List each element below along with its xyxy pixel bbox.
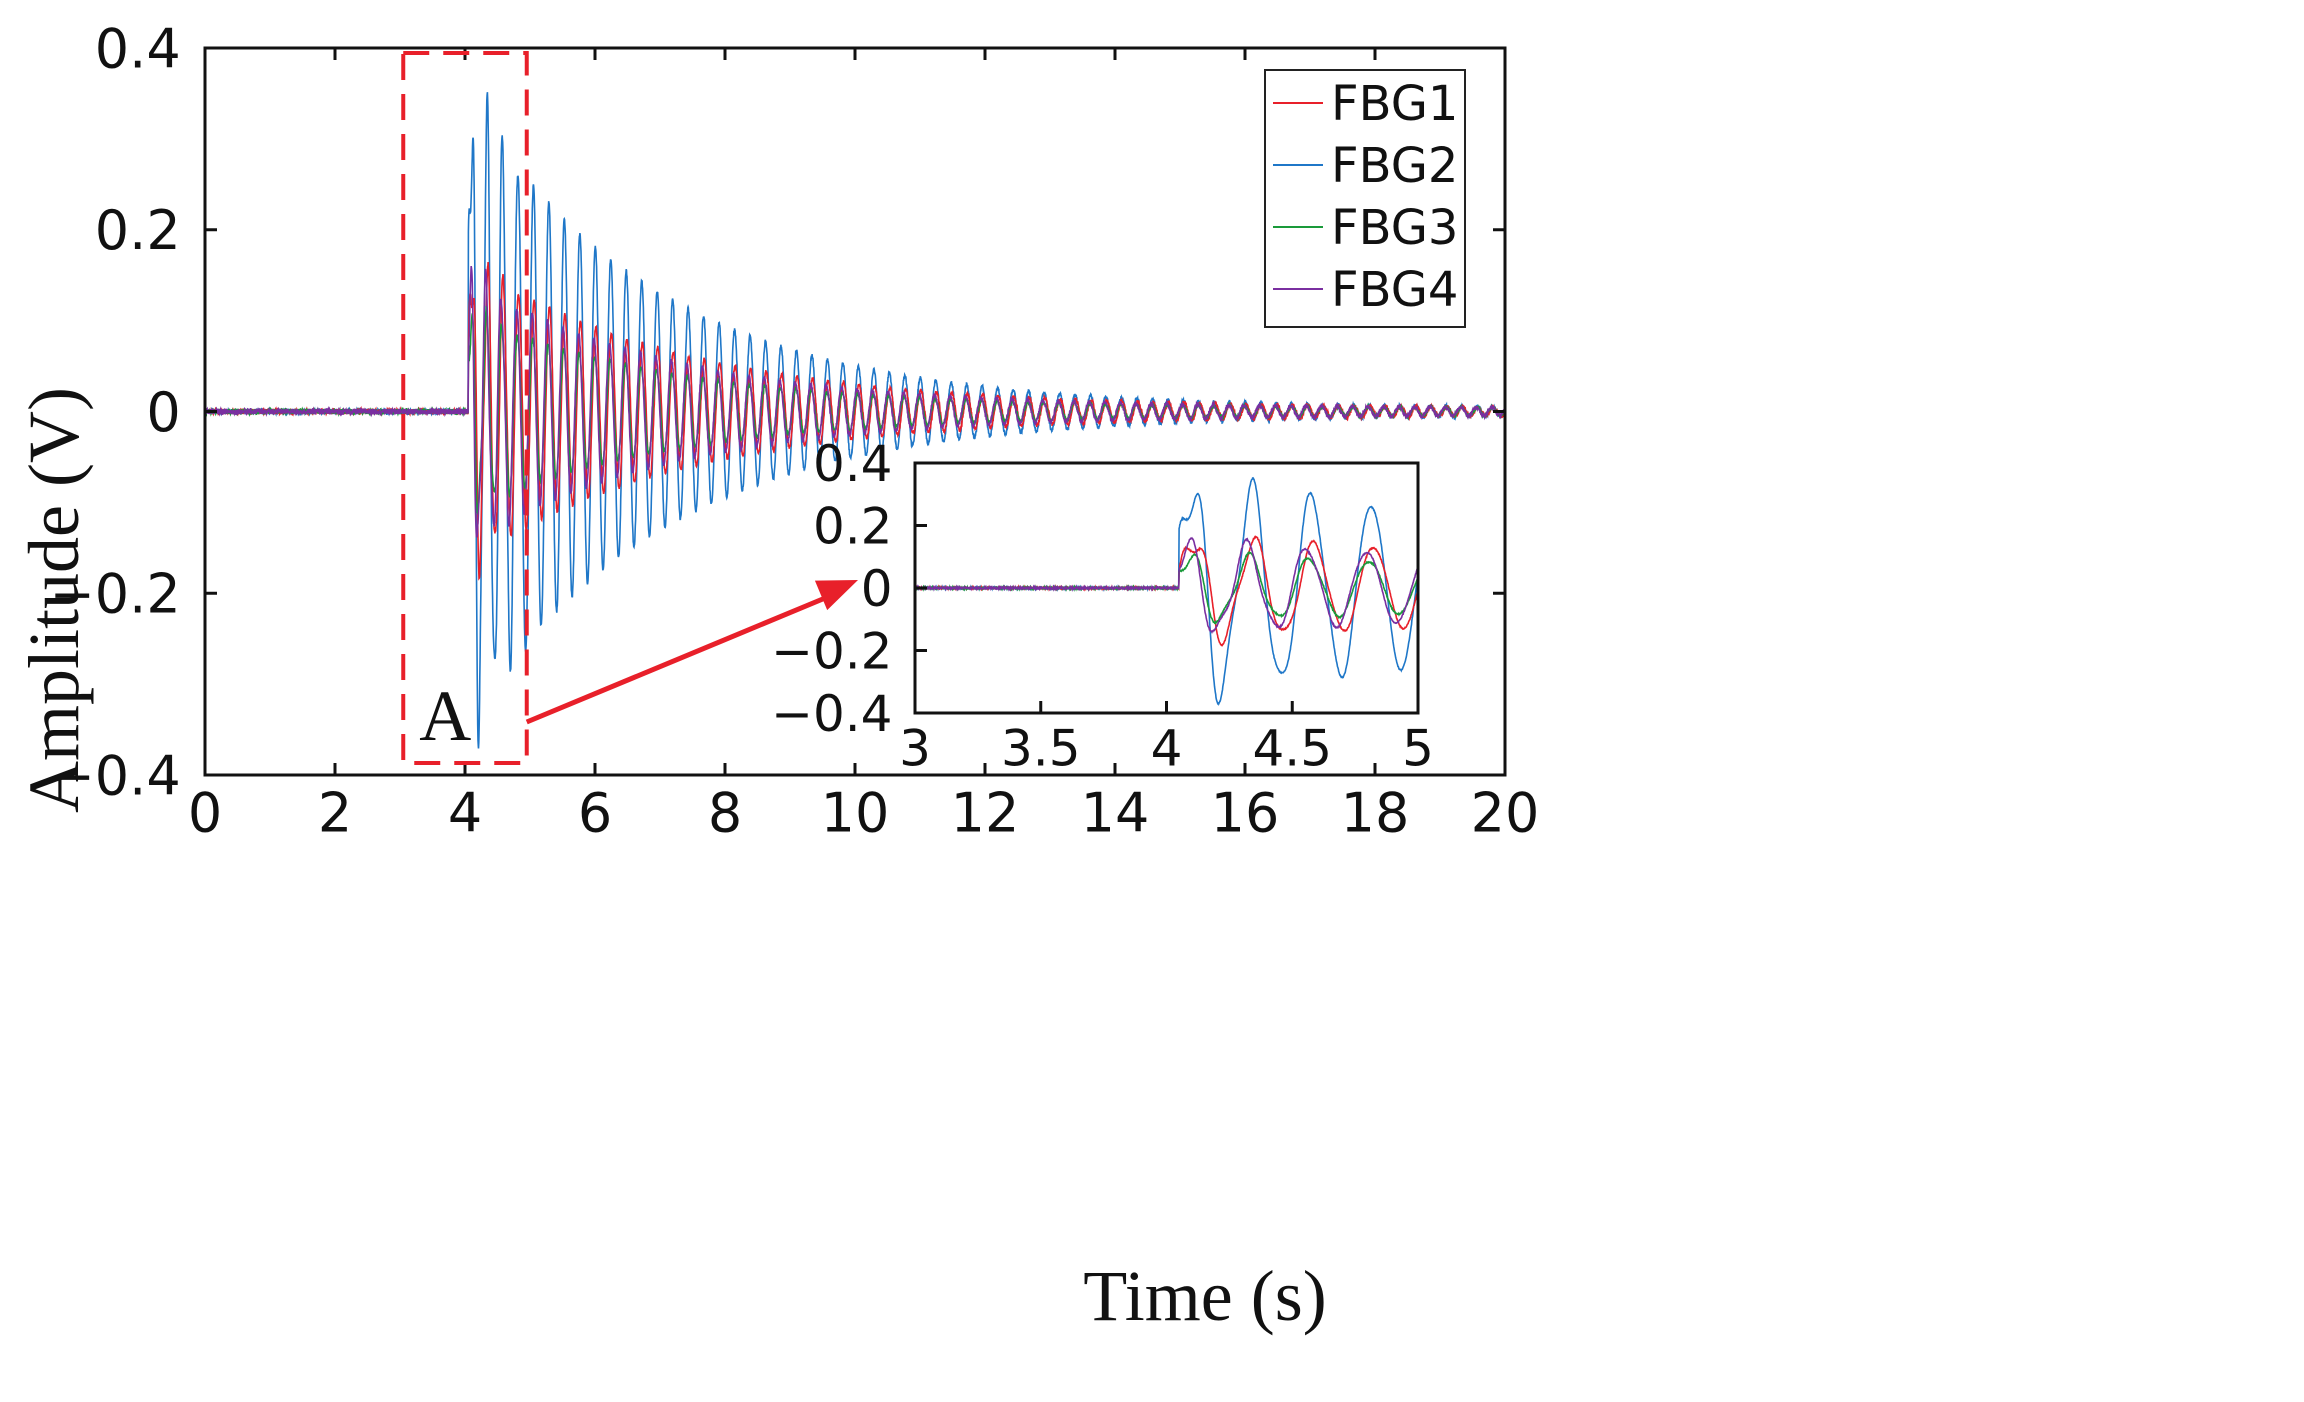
main-plot: 0 2 4 6 8 10 12 14 16 18 20 −0.4−0.200.20.4	[50, 17, 1540, 844]
main-x-tick-label: 10	[821, 782, 890, 845]
legend-items: FBG1 FBG2 FBG3 FBG4	[1273, 76, 1458, 318]
inset-y-tick-labels: −0.4−0.200.20.4	[771, 435, 892, 743]
main-y-tick-labels: −0.4 −0.2 0 0.2 0.4	[50, 17, 181, 807]
main-series-group	[204, 92, 1506, 749]
highlight-region: A	[401, 51, 858, 765]
inset-x-tick-label: 3.5	[1001, 720, 1081, 778]
highlight-arrowhead	[814, 580, 858, 611]
main-x-tick-label: 0	[188, 782, 222, 845]
legend-label-fbg2: FBG2	[1331, 138, 1458, 194]
main-x-tick-label: 14	[1081, 782, 1150, 845]
main-x-tick-label: 20	[1471, 782, 1540, 845]
highlight-arrow	[525, 593, 831, 725]
y-axis-title: Amplitude (V)	[14, 387, 94, 813]
inset-ticks	[913, 461, 1420, 715]
inset-x-tick-label: 3	[899, 720, 931, 778]
inset-series-group	[914, 476, 1419, 707]
main-y-tick-label: −0.2	[50, 563, 181, 626]
main-x-tick-label: 8	[708, 782, 742, 845]
highlight-label: A	[419, 676, 471, 756]
legend-label-fbg4: FBG4	[1331, 262, 1458, 318]
main-x-tick-label: 18	[1341, 782, 1410, 845]
inset-y-tick-label: 0.4	[813, 435, 893, 493]
series-line-fbg4	[914, 536, 1419, 634]
legend-box	[1264, 69, 1466, 328]
inset-x-tick-label: 4	[1151, 720, 1183, 778]
main-y-tick-label: 0	[146, 381, 180, 444]
main-x-tick-label: 4	[448, 782, 482, 845]
main-x-tick-label: 16	[1211, 782, 1280, 845]
inset-y-tick-label: 0.2	[813, 498, 893, 556]
highlight-box	[401, 51, 529, 765]
x-axis-title: Time (s)	[1083, 1256, 1326, 1336]
main-x-tick-label: 12	[951, 782, 1020, 845]
inset-y-tick-label: 0	[861, 560, 893, 618]
legend: FBG1 FBG2 FBG3 FBG4	[1264, 69, 1466, 328]
main-y-tick-label: −0.4	[50, 744, 181, 807]
main-x-tick-labels: 0 2 4 6 8 10 12 14 16 18 20	[188, 782, 1540, 845]
inset-y-tick-label: −0.2	[771, 623, 892, 681]
main-x-tick-label: 2	[318, 782, 352, 845]
main-y-tick-label: 0.2	[95, 199, 181, 262]
inset-plot: 3 3.5 4 4.5 5 −0.4−0.200.20.4	[771, 435, 1434, 778]
legend-label-fbg1: FBG1	[1331, 76, 1458, 132]
inset-y-tick-label: −0.4	[771, 685, 892, 743]
inset-x-tick-labels: 3 3.5 4 4.5 5	[899, 720, 1434, 778]
inset-x-tick-label: 5	[1402, 720, 1434, 778]
main-ticks	[203, 46, 1507, 777]
series-line-fbg4	[204, 265, 1506, 538]
main-y-tick-label: 0.4	[95, 17, 181, 80]
inset-x-tick-label: 4.5	[1252, 720, 1332, 778]
legend-label-fbg3: FBG3	[1331, 200, 1458, 256]
main-x-tick-label: 6	[578, 782, 612, 845]
